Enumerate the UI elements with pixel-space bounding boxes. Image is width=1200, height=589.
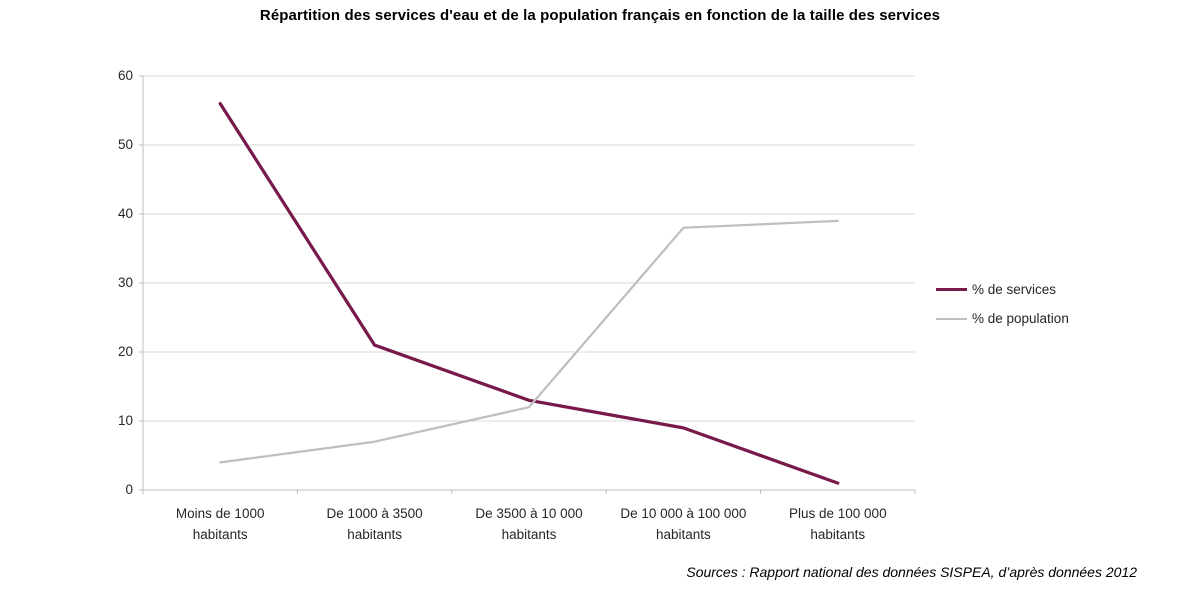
- x-axis-category-label-line: habitants: [810, 527, 866, 542]
- legend-item-services: % de services: [936, 275, 1069, 304]
- x-axis-category-label-line: De 1000 à 3500: [326, 506, 423, 521]
- x-axis-category-label-line: habitants: [501, 527, 557, 542]
- series-line-population: [219, 219, 839, 464]
- x-axis-category-label: De 3500 à 10 000 habitants: [444, 503, 614, 545]
- y-axis-tick-label-50: 50: [117, 137, 133, 152]
- y-axis-tick-label-0: 0: [125, 482, 133, 497]
- y-axis-tick-label-40: 40: [117, 206, 133, 221]
- legend: % de services % de population: [936, 275, 1069, 333]
- x-axis-category-label-line: habitants: [192, 527, 248, 542]
- x-axis-category-label-line: habitants: [655, 527, 711, 542]
- series-line-services: [218, 101, 840, 485]
- x-axis-category-label-line: Moins de 1000: [175, 506, 265, 521]
- x-axis-category-label-line: Plus de 100 000: [789, 506, 887, 521]
- legend-line-swatch-services: [936, 288, 967, 291]
- y-axis-tick-label-30: 30: [117, 275, 133, 290]
- x-axis-category-label-line: De 10 000 à 100 000: [620, 506, 747, 521]
- x-axis-category-label: De 10 000 à 100 000 habitants: [598, 503, 768, 545]
- y-axis-tick-label-20: 20: [117, 344, 133, 359]
- y-axis-tick-label-10: 10: [117, 413, 133, 428]
- x-axis-category-label: De 1000 à 3500 habitants: [290, 503, 460, 545]
- x-axis-category-label: Moins de 1000 habitants: [135, 503, 305, 545]
- y-axis-tick-label-60: 60: [117, 68, 133, 83]
- legend-label-services: % de services: [972, 282, 1057, 297]
- x-axis-category-label: Plus de 100 000 habitants: [753, 503, 923, 545]
- chart-title: Répartition des services d'eau et de la …: [259, 7, 941, 24]
- x-axis-category-label-line: De 3500 à 10 000: [475, 506, 583, 521]
- x-axis-category-label-line: habitants: [347, 527, 402, 542]
- legend-line-swatch-population: [936, 317, 967, 320]
- legend-label-population: % de population: [972, 311, 1069, 326]
- source-note: Sources : Rapport national des données S…: [686, 564, 1137, 580]
- legend-item-population: % de population: [936, 304, 1069, 333]
